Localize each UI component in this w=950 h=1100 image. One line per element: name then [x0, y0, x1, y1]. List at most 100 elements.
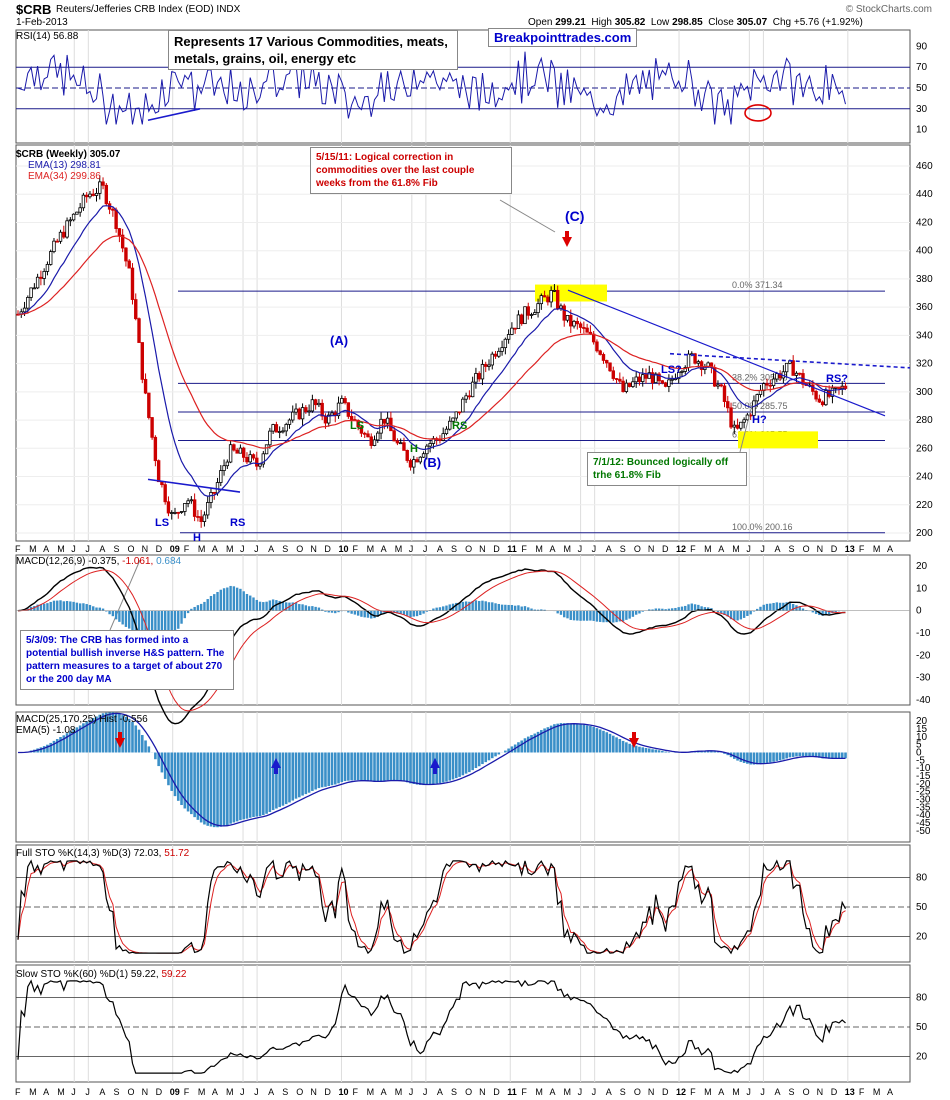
macd2-hist-bar: [818, 752, 821, 758]
macd2-hist-bar: [782, 752, 785, 760]
macd1-hist-bar: [811, 610, 815, 613]
macd1-hist-bar: [415, 610, 419, 617]
represents-note: Represents 17 Various Commodities, meats…: [168, 30, 458, 70]
price-bar: [222, 465, 226, 471]
panel-frame-ssto: [15, 964, 911, 1083]
macd1-hist-bar: [160, 610, 164, 648]
price-bar: [382, 418, 387, 424]
macd1-hist-bar: [641, 610, 644, 612]
macd1-hist-bar: [150, 610, 154, 649]
macd1-hist-bar: [746, 610, 749, 616]
macd1-hist-bar: [471, 601, 474, 611]
macd2-hist-bar: [706, 750, 710, 753]
price-y-tick: 220: [916, 500, 933, 511]
x-tick-top: A: [43, 544, 49, 554]
x-tick-bottom: S: [282, 1087, 288, 1097]
fsto-y-tick: 20: [916, 931, 928, 942]
neckline-2009: [147, 478, 241, 493]
x-tick-top: A: [381, 544, 387, 554]
breakpoint-logo: Breakpointtrades.com: [488, 28, 638, 47]
macd2-y-tick: -40: [916, 810, 931, 821]
macd2-hist-bar: [749, 752, 752, 765]
macd2-hist-bar: [193, 752, 196, 818]
macd2-hist-bar: [788, 752, 792, 758]
price-y-tick: 400: [916, 246, 933, 257]
macd1-hist-bar: [612, 610, 615, 623]
x-tick-bottom: M: [226, 1087, 234, 1097]
x-tick-top: N: [142, 544, 149, 554]
price-bar: [68, 219, 73, 222]
macd1-hist-bar: [481, 600, 484, 611]
macd1-hist-bar: [648, 609, 651, 611]
price-bar: [147, 392, 151, 418]
chart-date: 1-Feb-2013: [16, 17, 68, 28]
price-bar: [277, 431, 282, 433]
price-bar: [454, 411, 458, 419]
price-y-tick: 380: [916, 274, 933, 285]
macd2-hist-bar: [798, 752, 802, 757]
price-bar: [183, 503, 187, 512]
macd2-hist-bar: [631, 744, 635, 753]
x-tick-bottom: N: [648, 1087, 655, 1097]
x-tick-bottom: O: [465, 1087, 472, 1097]
neckline-dashed: [669, 352, 911, 369]
macd2-hist-bar: [837, 752, 841, 759]
macd1-hist-bar: [563, 610, 566, 618]
macd2-hist-bar: [75, 727, 79, 753]
macd1-hist-bar: [206, 599, 209, 611]
macd1-hist-bar: [163, 610, 167, 646]
price-y-tick: 440: [916, 189, 933, 200]
macd1-hist-bar: [572, 610, 576, 621]
macd2-hist-bar: [52, 740, 56, 753]
price-bar: [366, 433, 370, 438]
x-tick-bottom: M: [873, 1087, 881, 1097]
x-tick-bottom: F: [859, 1087, 865, 1097]
price-bar: [418, 456, 423, 463]
price-bar: [363, 432, 367, 435]
price-bar: [29, 287, 33, 298]
macd1-hist-bar: [579, 610, 582, 621]
macd1-hist-bar: [677, 607, 680, 611]
macd2-hist-bar: [278, 752, 281, 808]
macd2-hist-bar: [762, 752, 766, 764]
ssto-y-tick: 20: [916, 1051, 928, 1062]
price-bar: [271, 424, 275, 432]
macd2-hist-bar: [170, 752, 174, 791]
macd2-hist-bar: [474, 752, 478, 769]
macd1-hist-bar: [589, 610, 592, 621]
macd1-hist-bar: [363, 610, 366, 618]
macd1-hist-bar: [729, 610, 733, 620]
macd2-hist-bar: [419, 752, 422, 785]
price-bar: [742, 419, 746, 423]
macd1-hist-bar: [412, 610, 415, 617]
price-bar: [814, 390, 818, 400]
price-bar: [248, 454, 252, 463]
macd1-hist-bar: [330, 610, 334, 613]
macd1-hist-bar: [670, 608, 674, 611]
macd1-hist-bar: [814, 610, 818, 614]
macd2-hist-bar: [540, 730, 543, 753]
macd2-hist-bar: [183, 752, 187, 809]
macd1-hist-bar: [46, 603, 49, 611]
macd1-hist-bar: [690, 603, 693, 611]
macd2-y-tick: -35: [916, 802, 931, 813]
macd1-hist-bar: [170, 610, 173, 639]
note-2012-pointer: [739, 404, 753, 453]
x-tick-bottom: N: [479, 1087, 486, 1097]
price-bar: [487, 364, 491, 367]
x-tick-bottom: A: [718, 1087, 724, 1097]
macd1-hist-bar: [232, 586, 236, 611]
macd1-hist-bar: [131, 610, 134, 633]
price-bar: [26, 297, 30, 309]
macd2-hist-bar: [546, 727, 550, 753]
price-bar: [677, 371, 681, 380]
price-bar: [153, 436, 158, 462]
x-tick-bottom: J: [409, 1087, 414, 1097]
macd2-hist-bar: [245, 752, 249, 819]
macd2-hist-bar: [154, 752, 157, 760]
price-y-tick: 260: [916, 443, 933, 454]
x-tick-bottom: F: [690, 1087, 696, 1097]
macd2-y-tick: -5: [916, 755, 925, 766]
macd1-hist-bar: [523, 606, 527, 611]
note-2009: 5/3/09: The CRB has formed into a potent…: [20, 630, 234, 690]
